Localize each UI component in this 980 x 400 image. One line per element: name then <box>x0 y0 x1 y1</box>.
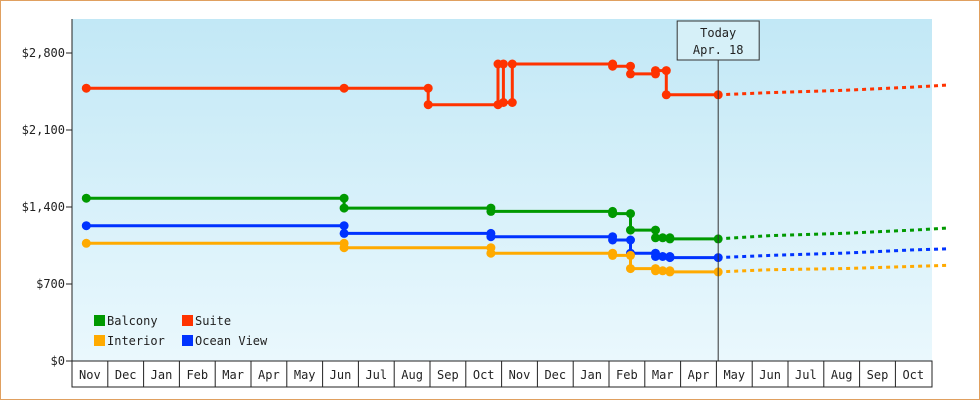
data-point-interior <box>665 267 675 277</box>
today-box <box>676 20 760 61</box>
y-tick-label: $1,400 <box>22 200 65 214</box>
x-tick-label: Jun <box>759 368 781 382</box>
data-point-interior <box>81 238 91 248</box>
data-point-interior <box>626 250 635 260</box>
x-tick-label: Jul <box>795 368 817 382</box>
data-point-suite <box>423 83 433 93</box>
legend-swatch-suite <box>182 315 193 326</box>
data-point-ocean-view <box>339 221 349 231</box>
data-point-ocean-view <box>486 232 496 242</box>
data-point-suite <box>651 66 660 76</box>
data-point-interior <box>651 266 660 276</box>
x-tick-label: Feb <box>186 368 208 382</box>
data-point-balcony <box>658 233 668 243</box>
x-tick-label: Sep <box>437 368 459 382</box>
x-tick-label: Aug <box>401 368 423 382</box>
today-label: Today <box>700 26 736 40</box>
data-point-balcony <box>665 234 675 244</box>
today-date: Apr. 18 <box>693 43 744 57</box>
data-point-interior <box>658 266 668 276</box>
data-point-suite <box>608 61 618 71</box>
forecast-line-balcony <box>718 226 950 241</box>
y-tick-label: $700 <box>36 277 65 291</box>
data-point-ocean-view <box>339 228 349 238</box>
data-point-suite <box>423 100 433 110</box>
x-tick-label: May <box>723 368 745 382</box>
data-point-suite <box>507 59 517 69</box>
forecast-line-suite <box>718 83 950 97</box>
data-point-ocean-view <box>658 252 668 261</box>
x-tick-label: Oct <box>473 368 495 382</box>
data-point-ocean-view <box>608 235 618 245</box>
x-tick-label: Jul <box>365 368 387 382</box>
data-point-interior <box>626 264 635 274</box>
data-point-suite <box>498 98 508 107</box>
forecast-line-ocean-view <box>718 247 950 260</box>
x-tick-label: Oct <box>902 368 924 382</box>
data-point-suite <box>661 90 671 100</box>
data-point-suite <box>81 83 91 93</box>
data-point-suite <box>498 59 508 69</box>
x-tick-label: Dec <box>544 368 566 382</box>
legend-label-ocean-view: Ocean View <box>195 334 268 348</box>
data-point-interior <box>486 248 496 258</box>
data-point-balcony <box>339 193 349 203</box>
legend-swatch-ocean-view <box>182 335 193 346</box>
legend-label-balcony: Balcony <box>107 314 158 328</box>
data-point-interior <box>339 243 349 253</box>
x-tick-label: Nov <box>509 368 531 382</box>
x-tick-label: Sep <box>867 368 889 382</box>
data-point-ocean-view <box>626 235 635 245</box>
y-tick-label: $0 <box>51 354 65 368</box>
x-tick-label: Jan <box>580 368 602 382</box>
data-point-balcony <box>626 209 635 219</box>
y-tick-label: $2,100 <box>22 123 65 137</box>
x-tick-label: Nov <box>79 368 101 382</box>
legend-swatch-interior <box>94 335 105 346</box>
x-tick-label: Apr <box>688 368 710 382</box>
x-tick-label: Jan <box>151 368 173 382</box>
forecast-line-interior <box>718 263 950 274</box>
y-tick-label: $2,800 <box>22 46 65 60</box>
data-point-balcony <box>81 193 91 203</box>
legend-label-suite: Suite <box>195 314 231 328</box>
data-point-balcony <box>626 225 635 235</box>
x-tick-label: Mar <box>222 368 244 382</box>
data-point-suite <box>626 69 635 79</box>
data-point-suite <box>507 98 517 107</box>
data-point-suite <box>626 61 635 71</box>
data-point-balcony <box>608 209 618 219</box>
x-tick-label: Jun <box>330 368 352 382</box>
data-point-ocean-view <box>665 253 675 263</box>
data-point-interior <box>608 250 618 260</box>
x-tick-label: Mar <box>652 368 674 382</box>
data-point-balcony <box>651 225 660 235</box>
x-tick-label: Apr <box>258 368 280 382</box>
data-point-balcony <box>651 233 660 243</box>
x-tick-label: May <box>294 368 316 382</box>
data-point-ocean-view <box>81 221 91 231</box>
data-point-balcony <box>339 203 349 213</box>
x-tick-label: Feb <box>616 368 638 382</box>
legend-label-interior: Interior <box>107 334 165 348</box>
x-tick-label: Dec <box>115 368 137 382</box>
data-point-ocean-view <box>651 252 660 261</box>
data-point-balcony <box>486 206 496 216</box>
legend-swatch-balcony <box>94 315 105 326</box>
data-point-suite <box>339 83 349 93</box>
x-tick-label: Aug <box>831 368 853 382</box>
data-point-suite <box>661 66 671 76</box>
